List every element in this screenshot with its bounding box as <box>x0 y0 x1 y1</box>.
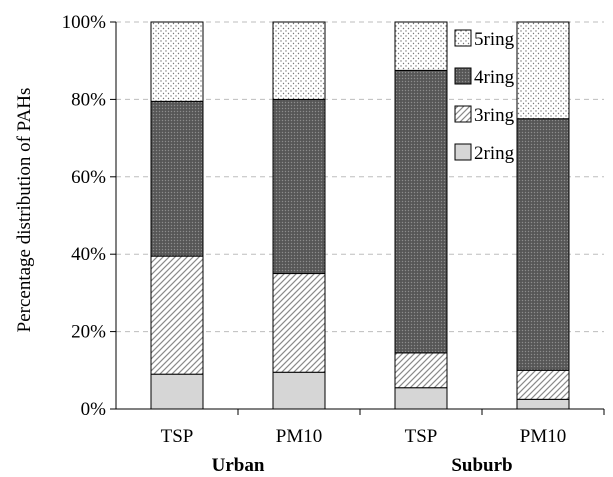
bar-segment-5ring <box>150 21 204 102</box>
y-tick-label: 20% <box>71 322 106 343</box>
bar-segment-2ring <box>394 387 448 410</box>
bar-segment-4ring <box>150 100 204 257</box>
x-group-label: Urban <box>212 455 265 476</box>
y-axis-label: Percentage distribution of PAHs <box>14 88 35 333</box>
bar-segment-4ring <box>272 98 326 275</box>
bar-segment-3ring <box>150 255 204 375</box>
x-category-label: PM10 <box>520 426 566 447</box>
legend-label-4ring: 4ring <box>474 67 515 88</box>
bar-segment-5ring <box>394 21 448 71</box>
bars <box>150 21 570 410</box>
legend-swatch-5ring <box>454 29 472 47</box>
legend-label-5ring: 5ring <box>474 29 515 50</box>
y-tick-label: 60% <box>71 167 106 188</box>
bar-segment-3ring <box>394 352 448 389</box>
bar-segment-3ring <box>272 273 326 373</box>
bar-segment-4ring <box>394 69 448 354</box>
y-tick-label: 80% <box>71 89 106 110</box>
legend-swatch-3ring <box>454 105 472 123</box>
y-tick-label: 0% <box>81 399 107 420</box>
bar-segment-3ring <box>516 369 570 400</box>
legend-swatch-4ring <box>454 67 472 85</box>
bar-segment-2ring <box>150 373 204 410</box>
bar-segment-4ring <box>516 118 570 371</box>
bar-segment-5ring <box>516 21 570 120</box>
axes: 0% 20% 40% 60% 80% 100% TSP PM10 TSP PM10 Urban Sub… <box>62 12 605 476</box>
y-tick-label: 100% <box>62 12 107 33</box>
x-category-label: TSP <box>161 426 194 447</box>
bar-segment-5ring <box>272 21 326 100</box>
y-tick-label: 40% <box>71 244 106 265</box>
x-category-label: PM10 <box>276 426 322 447</box>
x-category-label: TSP <box>405 426 438 447</box>
legend-label-3ring: 3ring <box>474 105 515 126</box>
legend: 5ring 4ring 3ring 2ring <box>454 29 515 164</box>
legend-swatch-2ring <box>454 143 472 161</box>
bar-segment-2ring <box>516 398 570 410</box>
legend-label-2ring: 2ring <box>474 143 515 164</box>
x-group-label: Suburb <box>451 455 512 476</box>
bar-segment-2ring <box>272 371 326 410</box>
